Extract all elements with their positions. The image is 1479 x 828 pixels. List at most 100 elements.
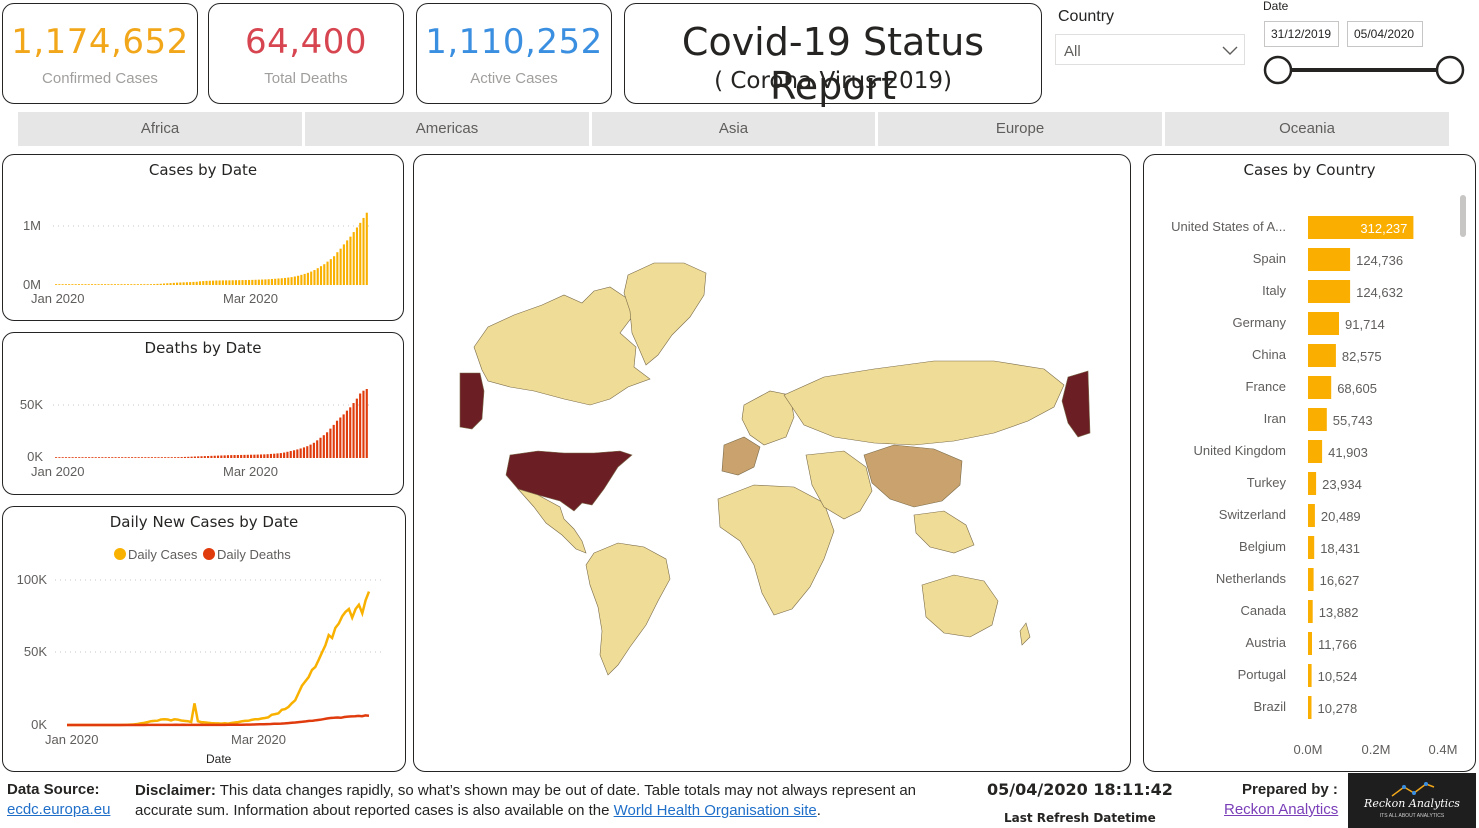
deaths-bar[interactable] <box>64 457 68 458</box>
deaths-bar[interactable] <box>58 457 61 458</box>
cases-bar[interactable] <box>104 284 107 285</box>
daily-deaths-line[interactable] <box>67 714 370 727</box>
map-region-russia[interactable] <box>783 360 1065 446</box>
cases-bar[interactable] <box>277 278 280 285</box>
cases-bar[interactable] <box>267 279 270 285</box>
cases-bar[interactable] <box>300 274 303 285</box>
cases-bar[interactable] <box>329 259 332 285</box>
cases-bar[interactable] <box>182 282 185 285</box>
map-region-canada[interactable] <box>473 286 651 406</box>
country-bar[interactable] <box>1308 312 1339 335</box>
cases-by-date-chart[interactable]: 1M 0M Jan 2020 Mar 2020 <box>3 185 403 315</box>
country-bar[interactable] <box>1308 408 1327 431</box>
deaths-bar[interactable] <box>203 456 206 458</box>
cases-bar[interactable] <box>221 280 224 285</box>
cases-bar[interactable] <box>234 280 238 285</box>
deaths-bar[interactable] <box>193 456 196 458</box>
deaths-bar[interactable] <box>127 457 130 458</box>
cases-bar[interactable] <box>326 261 329 285</box>
country-bar[interactable] <box>1308 440 1323 463</box>
country-bar[interactable] <box>1308 568 1314 591</box>
deaths-bar[interactable] <box>256 454 259 458</box>
cases-bar[interactable] <box>169 283 172 285</box>
legend-daily-cases[interactable]: Daily Cases <box>128 547 198 562</box>
deaths-bar[interactable] <box>183 456 187 458</box>
cases-bar[interactable] <box>339 248 342 285</box>
deaths-bar[interactable] <box>140 457 144 458</box>
slider-end-handle[interactable] <box>1435 55 1465 85</box>
country-bar[interactable] <box>1308 280 1351 303</box>
deaths-bar[interactable] <box>312 442 315 458</box>
cases-bar[interactable] <box>205 280 208 285</box>
cases-bar[interactable] <box>254 279 257 285</box>
deaths-bar[interactable] <box>339 417 342 459</box>
cases-bar[interactable] <box>153 284 156 285</box>
cases-bar[interactable] <box>297 275 300 285</box>
cases-bar[interactable] <box>61 284 64 285</box>
slider-start-handle[interactable] <box>1263 55 1293 85</box>
deaths-bar[interactable] <box>246 454 249 458</box>
country-bar[interactable] <box>1308 376 1332 399</box>
deaths-bar[interactable] <box>309 444 312 458</box>
deaths-bar[interactable] <box>160 457 163 458</box>
deaths-bar[interactable] <box>236 455 239 458</box>
deaths-bar[interactable] <box>187 456 190 458</box>
cases-bar[interactable] <box>212 280 215 285</box>
deaths-bar[interactable] <box>329 428 332 458</box>
country-bar[interactable] <box>1308 632 1312 655</box>
map-region-europe-west[interactable] <box>721 436 761 476</box>
deaths-bar[interactable] <box>117 457 120 458</box>
cases-bar[interactable] <box>195 281 198 285</box>
deaths-bar[interactable] <box>326 432 329 458</box>
deaths-bar[interactable] <box>289 451 292 458</box>
cases-bar[interactable] <box>231 280 234 285</box>
prepared-by-link[interactable]: Reckon Analytics <box>1224 801 1339 818</box>
cases-bar[interactable] <box>74 284 77 285</box>
cases-bar[interactable] <box>323 264 326 285</box>
deaths-bar[interactable] <box>362 390 365 458</box>
region-button-europe[interactable]: Europe <box>878 112 1162 146</box>
deaths-bar[interactable] <box>243 454 246 458</box>
map-region-africa[interactable] <box>717 484 835 616</box>
cases-bar[interactable] <box>81 284 84 285</box>
map-region-usa[interactable] <box>505 450 633 512</box>
cases-bar[interactable] <box>146 284 149 285</box>
country-bar[interactable] <box>1308 600 1313 623</box>
cases-bar[interactable] <box>140 284 143 285</box>
country-bar[interactable] <box>1308 664 1312 687</box>
deaths-bar[interactable] <box>342 414 345 458</box>
cases-bar[interactable] <box>313 270 316 285</box>
deaths-bar[interactable] <box>279 453 282 458</box>
deaths-bar[interactable] <box>167 457 170 458</box>
deaths-bar[interactable] <box>68 457 71 458</box>
deaths-bar[interactable] <box>173 457 177 458</box>
deaths-bar[interactable] <box>359 393 362 459</box>
cases-bar[interactable] <box>133 284 136 285</box>
cases-bar[interactable] <box>68 284 71 285</box>
deaths-bar[interactable] <box>200 456 203 458</box>
cases-bar[interactable] <box>202 281 205 285</box>
deaths-bar[interactable] <box>210 455 213 458</box>
cases-bar[interactable] <box>310 271 313 285</box>
cases-bar[interactable] <box>120 284 123 285</box>
cases-bar[interactable] <box>365 212 368 285</box>
cases-bar[interactable] <box>162 283 166 285</box>
cases-by-country-chart[interactable]: United States of A... 312,237 Spain 124,736… <box>1144 155 1475 771</box>
deaths-bar[interactable] <box>283 452 286 458</box>
deaths-bar[interactable] <box>147 457 150 458</box>
deaths-bar[interactable] <box>61 457 64 458</box>
cases-bar[interactable] <box>251 279 254 285</box>
country-bar[interactable] <box>1308 248 1351 271</box>
cases-bar[interactable] <box>156 283 159 285</box>
deaths-bar[interactable] <box>94 457 97 458</box>
deaths-bar[interactable] <box>240 454 243 458</box>
cases-bar[interactable] <box>274 278 277 285</box>
deaths-bar[interactable] <box>121 457 124 458</box>
cases-bar[interactable] <box>270 278 274 285</box>
cases-bar[interactable] <box>143 284 146 285</box>
deaths-bar[interactable] <box>230 455 233 458</box>
deaths-bar[interactable] <box>292 450 296 458</box>
deaths-bar[interactable] <box>207 456 210 458</box>
deaths-bar[interactable] <box>216 455 220 458</box>
deaths-bar[interactable] <box>250 454 253 458</box>
